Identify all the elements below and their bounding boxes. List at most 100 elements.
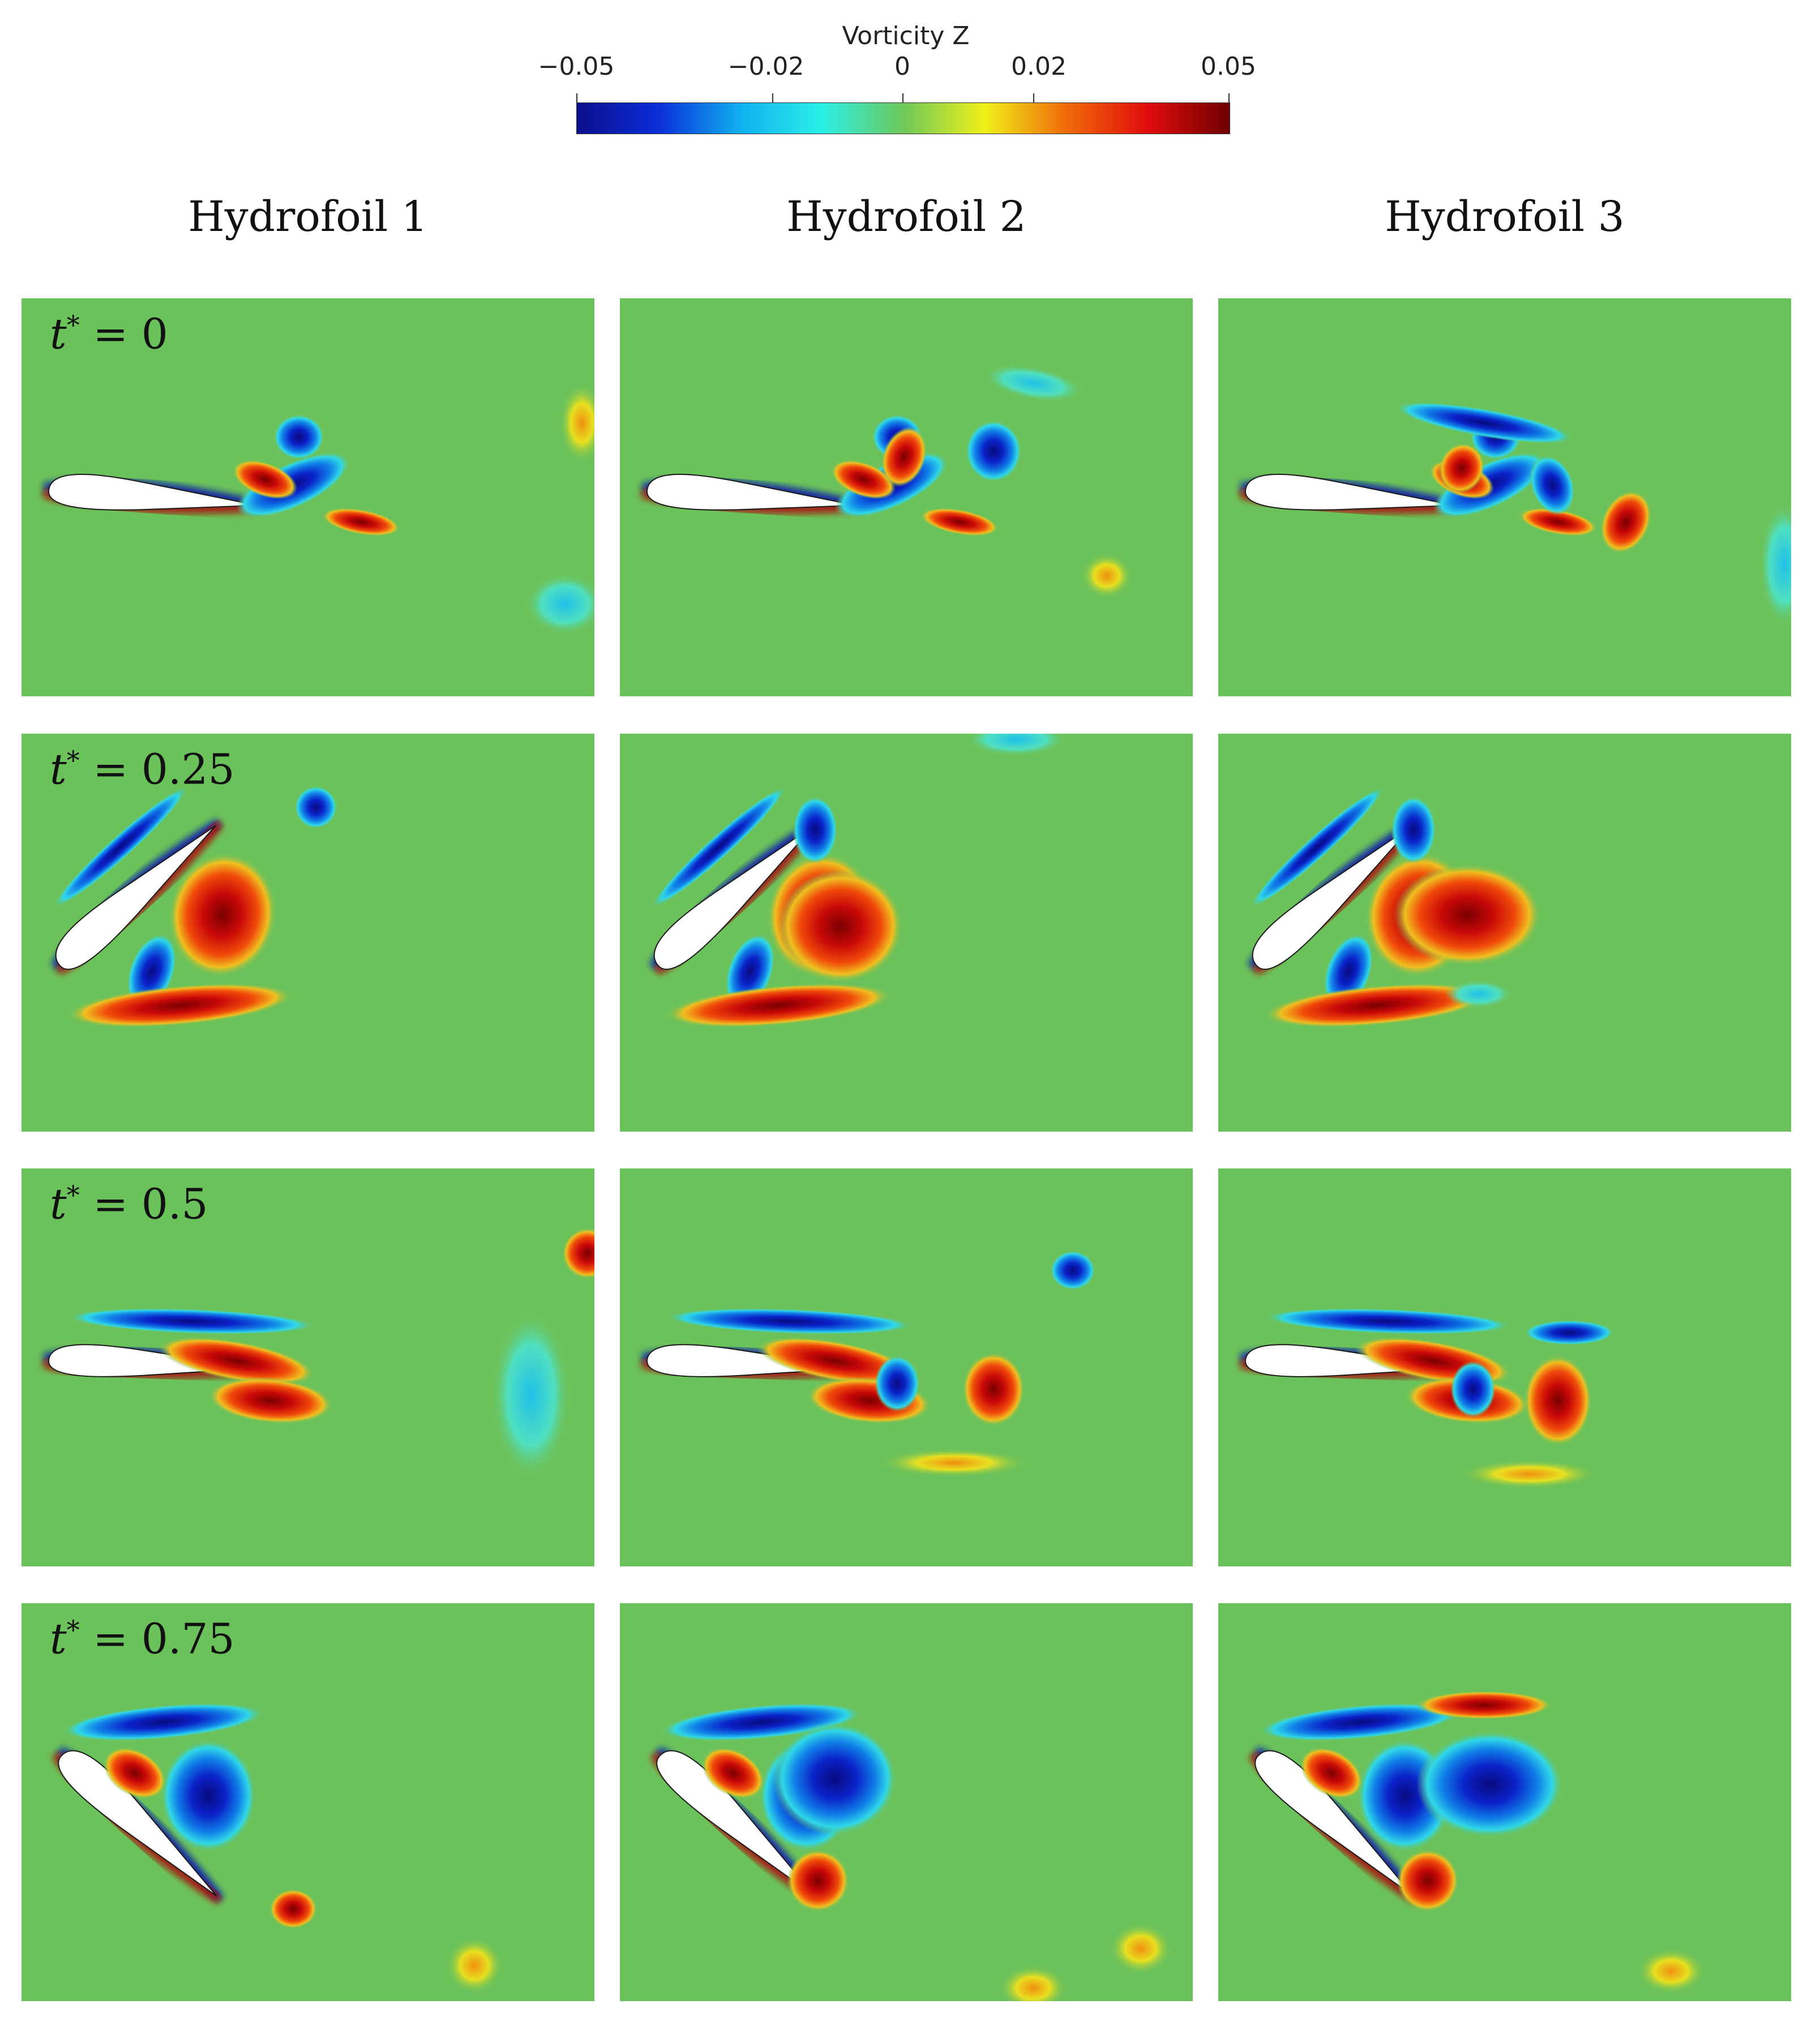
colorbar-tickmark (1228, 93, 1230, 102)
vorticity-panel (620, 1603, 1193, 2001)
vortex (756, 1337, 914, 1385)
time-superscript: * (66, 1615, 80, 1645)
vortex (1445, 980, 1513, 1008)
column-title-hydrofoil-1: Hydrofoil 1 (188, 192, 428, 241)
time-label: t* = 0 (50, 310, 168, 359)
vortex (1110, 1923, 1172, 1974)
vortex (880, 1449, 1027, 1477)
vortex (158, 1337, 315, 1385)
column-title-hydrofoil-3: Hydrofoil 3 (1385, 192, 1625, 241)
vortex (232, 460, 298, 499)
flow-structures (1239, 1308, 1615, 1488)
time-variable: t (50, 1615, 67, 1664)
vortex (1391, 796, 1436, 864)
vortex (1759, 502, 1791, 627)
vorticity-panel: t* = 0.5 (22, 1168, 594, 1566)
flow-structures (52, 1703, 503, 1994)
vorticity-panel (620, 1168, 1193, 1566)
vortex (1258, 1703, 1462, 1741)
vortex (168, 853, 277, 977)
flow-structures (1249, 1691, 1705, 1994)
vorticity-panel: t* = 0.25 (22, 734, 594, 1132)
vortex (1438, 443, 1485, 494)
vortex (61, 1703, 265, 1741)
flow-structures (641, 1251, 1095, 1477)
vortex (446, 1937, 503, 1994)
vorticity-field (22, 734, 594, 1132)
vortex (525, 573, 594, 635)
vortex (160, 1739, 256, 1852)
colorbar-tickmark (576, 93, 577, 102)
vortex (787, 1849, 849, 1912)
time-value: = 0.75 (79, 1615, 235, 1664)
vortex (1264, 983, 1490, 1027)
vortex (830, 460, 896, 499)
hydrofoil-group (1248, 819, 1420, 975)
vorticity-panel: t* = 0 (22, 298, 594, 696)
column-title-hydrofoil-2: Hydrofoil 2 (786, 192, 1026, 241)
vorticity-panel (1218, 1168, 1791, 1566)
colorbar-tick-label: 0 (894, 52, 910, 81)
vortex (651, 785, 787, 909)
vorticity-panel: t* = 0.75 (22, 1603, 594, 2001)
time-superscript: * (66, 745, 80, 776)
vortex (208, 1377, 333, 1424)
vorticity-field (1218, 734, 1791, 1132)
vorticity-field (22, 1603, 594, 2001)
vortex (793, 796, 838, 864)
colorbar-tick-label: −0.05 (538, 52, 615, 81)
vortex (1050, 1251, 1095, 1290)
vorticity-panel (1218, 298, 1791, 696)
vortex (562, 1228, 594, 1279)
vortex (773, 1722, 897, 1835)
hydrofoil-group (649, 819, 821, 975)
vorticity-field (1218, 1168, 1791, 1566)
colorbar-tickmark (1033, 93, 1034, 102)
hydrofoil (58, 1750, 217, 1897)
flow-structures (1248, 785, 1541, 1027)
vortex (1600, 490, 1652, 554)
vortex (1524, 1355, 1592, 1446)
vorticity-field (620, 298, 1193, 696)
vorticity-field (620, 734, 1193, 1132)
vortex (491, 1310, 571, 1480)
flow-structures (42, 383, 594, 635)
vortex (322, 508, 401, 536)
colorbar-title: Vorticity Z (842, 22, 970, 50)
vortex (1518, 508, 1598, 536)
time-value: = 0.5 (79, 1180, 208, 1229)
vorticity-field (1218, 1603, 1791, 2001)
vortex (67, 1308, 316, 1335)
vorticity-panel (1218, 1603, 1791, 2001)
vortex (920, 508, 999, 536)
vortex (1081, 553, 1132, 598)
flow-structures (42, 1228, 594, 1480)
hydrofoil-group (641, 473, 862, 513)
colorbar-tickmark (902, 93, 903, 102)
vortex (1416, 1691, 1552, 1719)
time-variable: t (50, 310, 67, 359)
time-label: t* = 0.75 (50, 1615, 235, 1664)
vortex (875, 1355, 920, 1412)
vorticity-panel (1218, 734, 1791, 1132)
time-value: = 0.25 (79, 745, 235, 794)
flow-structures (650, 1703, 1172, 2001)
colorbar-tick-label: −0.02 (727, 52, 804, 81)
vortex (1529, 455, 1575, 516)
vortex (1300, 1747, 1363, 1799)
vorticity-field (1218, 298, 1791, 696)
vortex (962, 1352, 1025, 1426)
vortex (294, 786, 337, 829)
vortex (103, 1747, 166, 1799)
flow-structures (649, 734, 1067, 1027)
vortex (273, 414, 324, 460)
vortex (1397, 1849, 1459, 1912)
time-label: t* = 0.25 (50, 745, 235, 794)
hydrofoil-group (1239, 473, 1460, 513)
vortex (999, 1966, 1067, 2001)
vortex (778, 870, 903, 983)
vortex (965, 734, 1067, 756)
vortex (1450, 1361, 1496, 1418)
vortex (701, 1747, 765, 1799)
